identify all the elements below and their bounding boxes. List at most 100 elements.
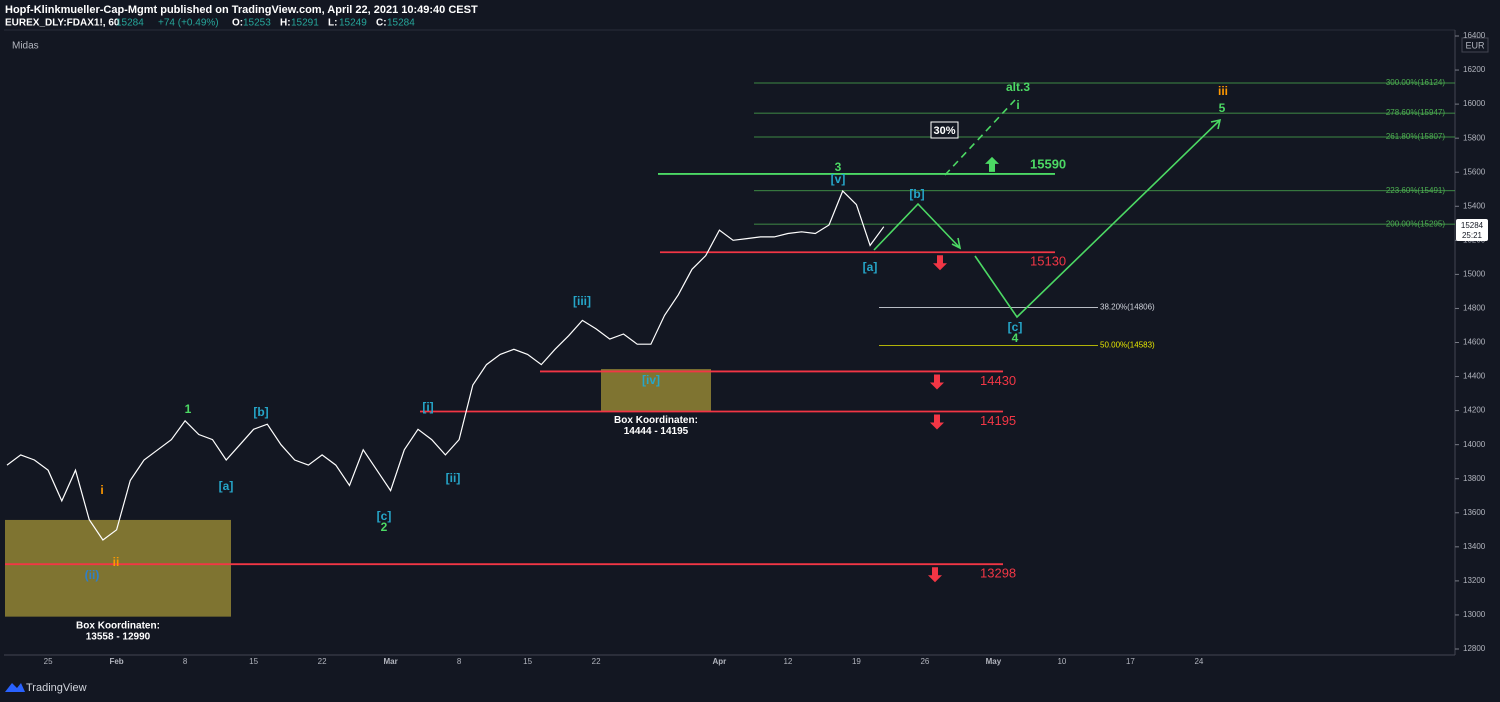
x-tick-label: 22 [592,657,601,666]
wave-label: [a] [219,479,234,493]
ohlc: O: 15253 H: 15291 L: 15249 C: 15284 [232,18,415,29]
box-title: Box Koordinaten: [614,415,698,426]
x-tick-label: 10 [1057,657,1066,666]
countdown: 25:21 [1462,231,1483,240]
y-tick-label: 14000 [1463,440,1486,449]
box-range: 14444 - 14195 [624,426,689,437]
x-tick-label: 25 [44,657,53,666]
wave-label: [i] [422,400,433,414]
level-label: 14430 [980,373,1016,388]
probability: 30% [933,125,955,137]
ohlc-label: H: [280,18,291,29]
wave-label: ii [113,555,120,569]
wave-label: [c] [1008,320,1023,334]
y-tick-label: 15600 [1463,167,1486,176]
alt-projection [944,99,1016,176]
plot: 1280013000132001340013600138001400014200… [5,31,1488,666]
y-tick-label: 13200 [1463,576,1486,585]
box-title: Box Koordinaten: [76,620,160,631]
wave-label: [ii] [446,471,461,485]
wave-label: i [1016,98,1019,112]
fib-label: 50.00%(14583) [1100,341,1155,350]
ohlc-value: 15249 [339,18,367,29]
x-tick-label: Mar [383,657,397,666]
level-label: 14195 [980,413,1016,428]
level-arrow [930,414,944,430]
logo-mark [5,683,25,692]
y-tick-label: 13600 [1463,508,1486,517]
y-tick-label: 16000 [1463,99,1486,108]
x-tick-label: 8 [457,657,462,666]
wave-label: 5 [1219,101,1226,115]
ohlc-label: C: [376,18,387,29]
y-tick-label: 12800 [1463,644,1486,653]
x-tick-label: 8 [183,657,188,666]
change: +74 (+0.49%) [158,18,219,29]
y-tick-label: 14400 [1463,372,1486,381]
y-tick-label: 14800 [1463,304,1486,313]
wave-label: 3 [835,160,842,174]
x-tick-label: 15 [249,657,258,666]
x-tick-label: 24 [1194,657,1203,666]
y-tick-label: 15000 [1463,269,1486,278]
x-tick-label: May [986,657,1002,666]
price-tag-value: 15284 [1461,221,1484,230]
probability-box [930,121,959,139]
wave-label: [iii] [573,294,591,308]
ohlc-value: 15253 [243,18,271,29]
y-tick-label: 13400 [1463,542,1486,551]
y-tick-label: 14200 [1463,406,1486,415]
wave-label: i [100,483,103,497]
wave-label: 1 [185,402,192,416]
level-label: 13298 [980,566,1016,581]
wave-label: [c] [377,509,392,523]
symbol: EUREX_DLY:FDAX1!, 60 [5,18,120,29]
x-tick-label: 17 [1126,657,1135,666]
ohlc-label: L: [328,18,337,29]
price-line [6,189,885,541]
currency-box [1461,37,1489,53]
wave-label: [a] [863,260,878,274]
projection-arrow [1210,118,1222,130]
x-tick-label: 22 [318,657,327,666]
wave-label: [iv] [642,373,660,387]
level-label: 15130 [1030,254,1066,269]
level-arrow [933,255,947,271]
wave-label: 4 [1012,331,1019,345]
indicator: Midas [12,41,39,52]
y-tick-label: 16400 [1463,31,1486,40]
wave-label: [b] [253,405,268,419]
x-tick-label: 26 [920,657,929,666]
projection-path [974,119,1221,319]
wave-label: [b] [909,187,924,201]
ohlc-value: 15284 [387,18,415,29]
level-arrow [930,374,944,390]
fib-label: 200.00%(15295) [1386,219,1445,228]
ohlc-value: 15291 [291,18,319,29]
currency: EUR [1465,40,1485,50]
wave-label: [v] [831,172,846,186]
level-arrow [928,567,942,583]
wave-label: 2 [381,520,388,534]
logo [5,683,25,692]
fib-label: 223.60%(15491) [1386,186,1445,195]
brand: TradingView [26,682,87,694]
last-price: 15284 [116,18,144,29]
projection-arrow [951,237,962,250]
x-tick-label: 12 [783,657,792,666]
wave-label: (ii) [85,568,100,582]
level-label: 15590 [1030,156,1066,171]
price-tag [1456,219,1488,242]
fib-label: 300.00%(16124) [1386,78,1445,87]
wave-label: alt.3 [1006,80,1030,94]
price-box [601,369,711,412]
x-tick-label: Feb [109,657,123,666]
author-line: Hopf-Klinkmueller-Cap-Mgmt published on … [5,4,478,16]
y-tick-label: 15400 [1463,201,1486,210]
box-range: 13558 - 12990 [86,631,151,642]
y-tick-label: 16200 [1463,65,1486,74]
fib-label: 261.80%(15807) [1386,132,1445,141]
